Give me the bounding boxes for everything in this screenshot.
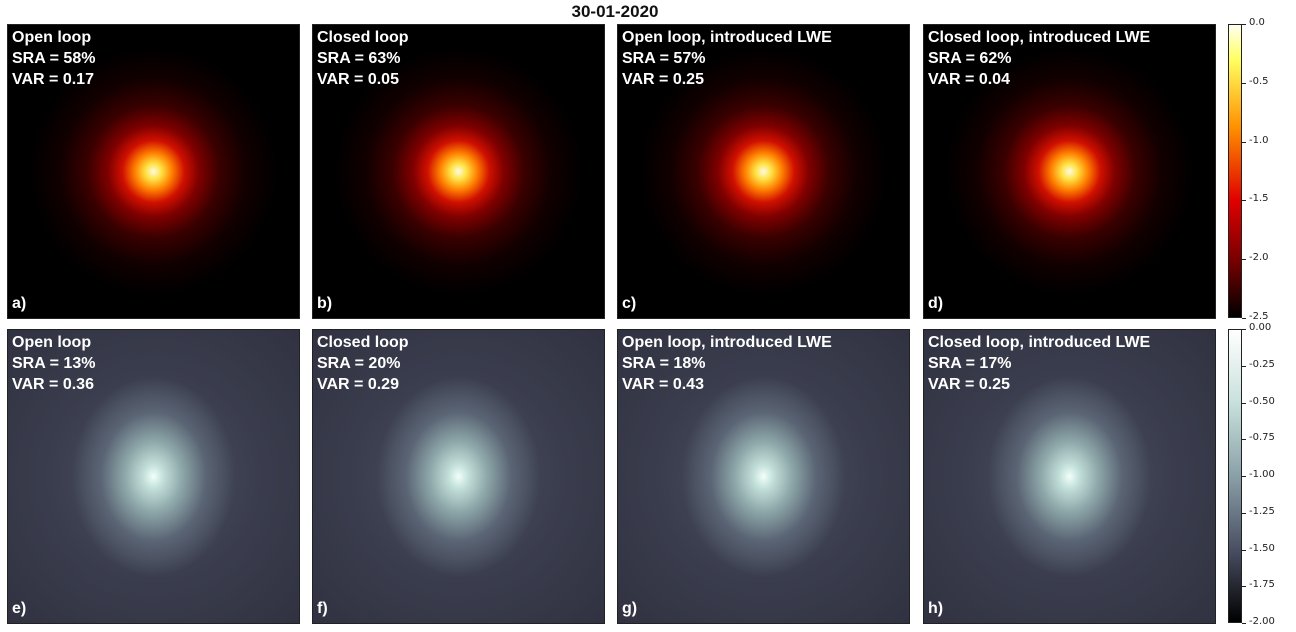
- colorbar-tick: [1242, 476, 1246, 477]
- panel-letter: d): [928, 295, 944, 312]
- panel-title: Closed loop: [317, 334, 409, 351]
- colorbar-tick: [1242, 549, 1246, 551]
- var-label: VAR = 0.29: [317, 376, 399, 393]
- image-panel: Closed loop SRA = 20% VAR = 0.29 f): [312, 329, 605, 624]
- colorbar-tick: [1242, 402, 1246, 404]
- panel-letter: c): [622, 295, 637, 312]
- var-label: VAR = 0.05: [317, 71, 399, 88]
- colorbar-tick-label: -1.50: [1249, 542, 1275, 554]
- colorbar-tick: [1242, 141, 1246, 143]
- panel-title: Open loop, introduced LWE: [622, 29, 832, 46]
- colorbar-tick: [1242, 329, 1246, 330]
- sra-label: SRA = 20%: [317, 355, 401, 372]
- sra-label: SRA = 58%: [12, 50, 96, 67]
- image-panel: Closed loop SRA = 63% VAR = 0.05 b): [312, 24, 605, 319]
- colorbar-tick-label: -0.5: [1249, 75, 1269, 87]
- panel-letter: e): [12, 600, 27, 617]
- colorbar-tick: [1242, 439, 1246, 441]
- colorbar: [1228, 329, 1242, 623]
- sra-label: SRA = 17%: [928, 355, 1012, 372]
- image-panel: Closed loop, introduced LWE SRA = 17% VAR …: [923, 329, 1216, 624]
- var-label: VAR = 0.04: [928, 71, 1010, 88]
- colorbar-tick: [1242, 259, 1246, 261]
- image-panel: Open loop, introduced LWE SRA = 57% VAR = …: [617, 24, 910, 319]
- colorbar-tick-label: -0.25: [1249, 358, 1275, 370]
- sra-label: SRA = 63%: [317, 50, 401, 67]
- colorbar-tick-label: -2.5: [1249, 311, 1269, 322]
- panel-title: Open loop: [12, 29, 92, 46]
- image-panel: Open loop SRA = 13% VAR = 0.36 e): [7, 329, 300, 624]
- colorbar-tick-label: -1.75: [1249, 579, 1275, 591]
- panel-title: Open loop, introduced LWE: [622, 334, 832, 351]
- panel-letter: b): [317, 295, 333, 312]
- colorbar-tick-label: -1.0: [1249, 134, 1269, 146]
- colorbar-tick: [1242, 512, 1246, 514]
- panel-letter: f): [317, 600, 328, 617]
- image-panel: Open loop SRA = 58% VAR = 0.17 a): [7, 24, 300, 319]
- panel-title: Open loop: [12, 334, 92, 351]
- colorbar-tick-label: -1.25: [1249, 505, 1275, 517]
- sra-label: SRA = 13%: [12, 355, 96, 372]
- colorbar-tick-label: 0.0: [1249, 17, 1265, 28]
- sra-label: SRA = 57%: [622, 50, 706, 67]
- panel-title: Closed loop, introduced LWE: [928, 29, 1151, 46]
- colorbar-tick: [1242, 365, 1246, 367]
- var-label: VAR = 0.25: [928, 376, 1010, 393]
- colorbar: [1228, 24, 1242, 318]
- colorbar-tick: [1242, 24, 1246, 25]
- panel-title: Closed loop: [317, 29, 409, 46]
- colorbar-tick-label: -1.5: [1249, 193, 1269, 205]
- var-label: VAR = 0.43: [622, 376, 704, 393]
- var-label: VAR = 0.25: [622, 71, 704, 88]
- colorbar-tick-label: -2.00: [1249, 616, 1275, 627]
- figure-title: 30-01-2020: [571, 2, 659, 21]
- panel-title: Closed loop, introduced LWE: [928, 334, 1151, 351]
- colorbar-tick: [1242, 200, 1246, 202]
- sra-label: SRA = 18%: [622, 355, 706, 372]
- panel-letter: h): [928, 600, 944, 617]
- colorbar-tick: [1242, 623, 1246, 624]
- colorbar-tick: [1242, 318, 1246, 319]
- colorbar-tick-label: -0.75: [1249, 432, 1275, 444]
- var-label: VAR = 0.17: [12, 71, 94, 88]
- colorbar-tick-label: -2.0: [1249, 252, 1269, 264]
- colorbar-tick: [1242, 586, 1246, 588]
- image-panel: Closed loop, introduced LWE SRA = 62% VAR …: [923, 24, 1216, 319]
- image-panel: Open loop, introduced LWE SRA = 18% VAR = …: [617, 329, 910, 624]
- panel-letter: g): [622, 600, 638, 617]
- sra-label: SRA = 62%: [928, 50, 1012, 67]
- colorbar-tick: [1242, 82, 1246, 84]
- colorbar-tick-label: -1.00: [1249, 469, 1275, 480]
- panel-letter: a): [12, 295, 27, 312]
- colorbar-tick-label: 0.00: [1249, 322, 1272, 333]
- colorbar-tick-label: -0.50: [1249, 395, 1275, 407]
- var-label: VAR = 0.36: [12, 376, 94, 393]
